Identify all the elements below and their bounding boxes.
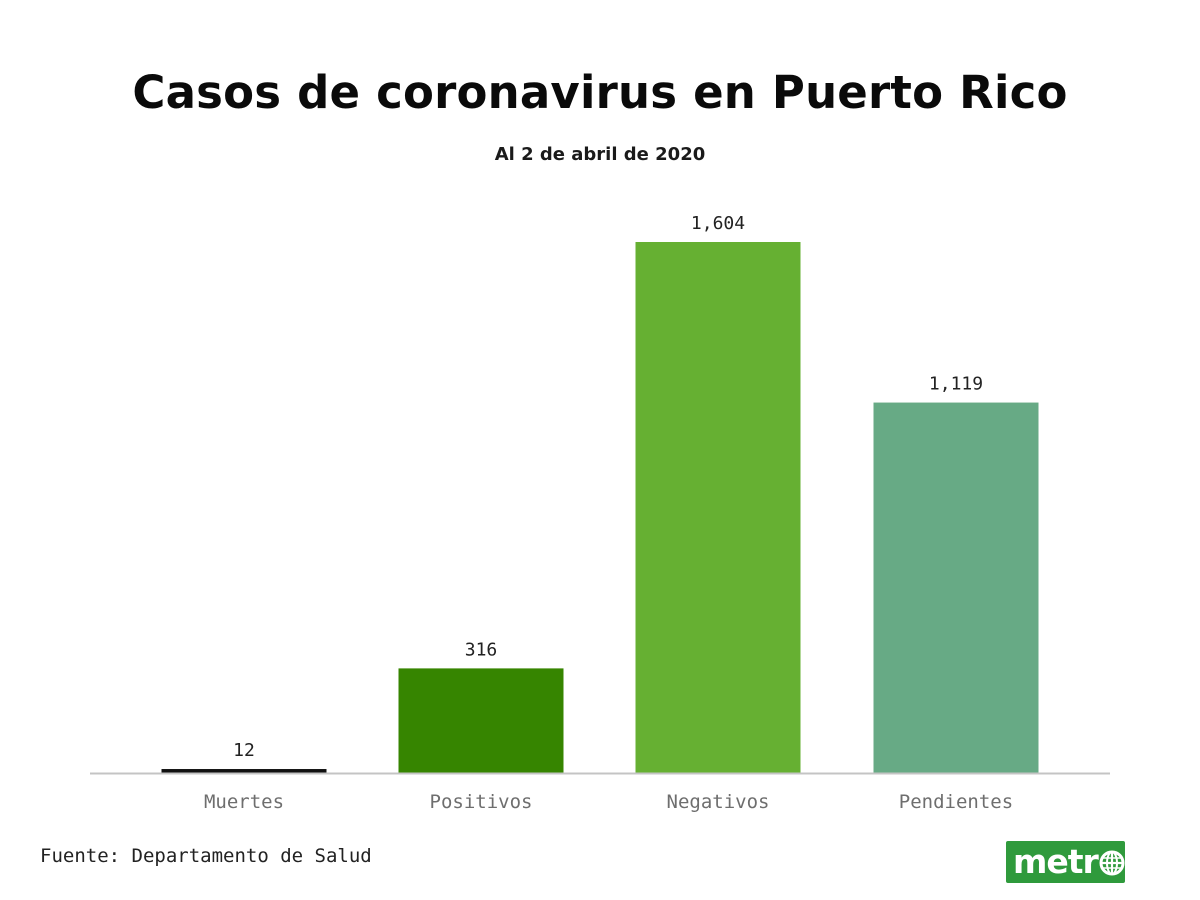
metro-logo: metr: [1006, 841, 1125, 883]
source-note: Fuente: Departamento de Salud: [40, 845, 372, 867]
globe-icon: [1099, 850, 1125, 876]
value-label-negativos: 1,604: [691, 213, 745, 234]
bar-muertes: [161, 769, 327, 773]
x-tick-label-pendientes: Pendientes: [899, 791, 1013, 813]
bar-positivos: [398, 668, 564, 773]
value-label-positivos: 316: [465, 639, 498, 660]
x-tick-label-positivos: Positivos: [430, 791, 533, 813]
value-label-pendientes: 1,119: [929, 374, 983, 395]
value-label-muertes: 12: [233, 740, 255, 761]
bar-negativos: [635, 242, 801, 773]
chart-title: Casos de coronavirus en Puerto Rico: [132, 66, 1068, 119]
x-tick-label-negativos: Negativos: [667, 791, 770, 813]
bar-pendientes: [873, 402, 1039, 773]
logo-text: metr: [1013, 841, 1099, 881]
x-tick-label-muertes: Muertes: [204, 791, 284, 813]
chart-subtitle: Al 2 de abril de 2020: [494, 144, 706, 165]
